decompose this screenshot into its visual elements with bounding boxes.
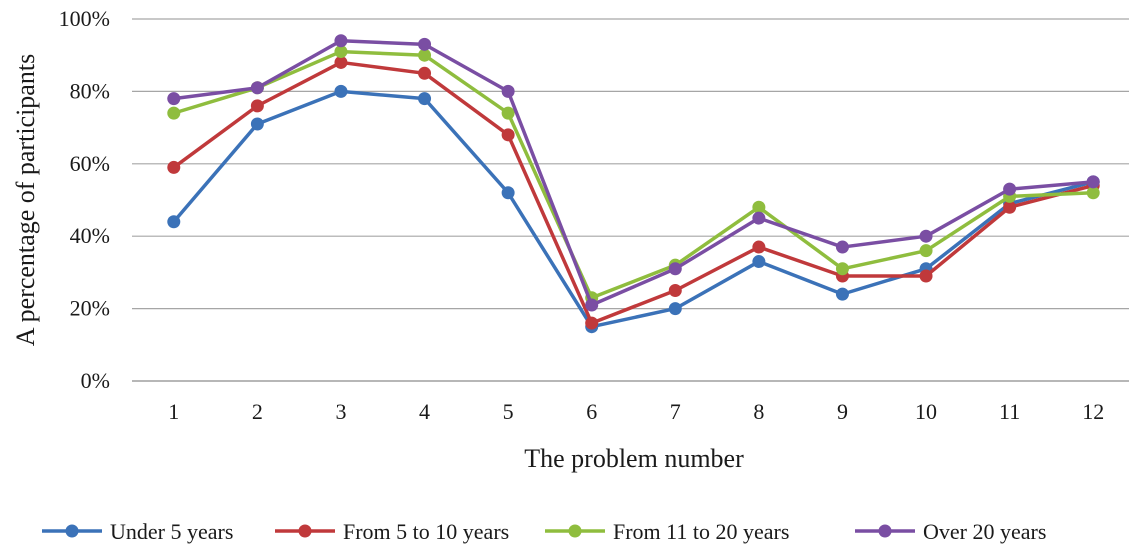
data-point — [418, 37, 432, 51]
data-point — [501, 128, 515, 142]
data-point — [835, 287, 849, 301]
y-tick-label: 0% — [81, 368, 110, 393]
series-3 — [167, 45, 1100, 305]
legend-item: Over 20 years — [855, 519, 1046, 544]
x-tick-label: 2 — [252, 399, 263, 424]
y-axis-title: A percentage of participants — [11, 54, 40, 346]
data-point — [418, 48, 432, 62]
data-point — [167, 92, 181, 106]
data-point — [1086, 175, 1100, 189]
y-tick-label: 100% — [59, 6, 110, 31]
data-point — [668, 262, 682, 276]
data-point — [835, 262, 849, 276]
data-point — [418, 92, 432, 106]
data-point — [668, 302, 682, 316]
data-point — [334, 45, 348, 59]
series-2 — [167, 55, 1100, 330]
data-point — [167, 106, 181, 120]
legend: Under 5 years From 5 to 10 years From 11 t… — [42, 519, 1046, 544]
x-tick-label: 7 — [670, 399, 681, 424]
y-tick-label: 80% — [70, 78, 110, 103]
data-point — [334, 84, 348, 98]
x-axis-ticks: 1 2 3 4 5 6 7 8 9 10 11 12 — [168, 399, 1104, 424]
data-point — [752, 255, 766, 269]
data-point — [835, 240, 849, 254]
x-tick-label: 10 — [915, 399, 937, 424]
x-tick-label: 12 — [1082, 399, 1104, 424]
legend-label: From 5 to 10 years — [343, 519, 509, 544]
y-tick-label: 40% — [70, 223, 110, 248]
legend-label: Under 5 years — [110, 519, 233, 544]
data-point — [919, 229, 933, 243]
series-line — [172, 89, 1094, 329]
x-tick-label: 4 — [419, 399, 430, 424]
legend-item: From 11 to 20 years — [545, 519, 789, 544]
y-tick-label: 20% — [70, 296, 110, 321]
data-point — [585, 316, 599, 330]
data-point — [752, 211, 766, 225]
data-point — [501, 84, 515, 98]
y-axis-ticks: 0% 20% 40% 60% 80% 100% — [59, 6, 110, 393]
legend-label: Over 20 years — [923, 519, 1046, 544]
legend-label: From 11 to 20 years — [613, 519, 789, 544]
data-point — [1003, 200, 1017, 214]
data-point — [418, 66, 432, 80]
x-tick-label: 6 — [586, 399, 597, 424]
series-1 — [167, 84, 1100, 334]
data-point — [752, 240, 766, 254]
data-point — [167, 160, 181, 174]
data-point — [501, 106, 515, 120]
series-4 — [167, 34, 1100, 312]
x-tick-label: 8 — [753, 399, 764, 424]
legend-marker — [298, 524, 312, 538]
series-line — [172, 60, 1094, 325]
series-line — [173, 38, 1094, 307]
x-tick-label: 9 — [837, 399, 848, 424]
x-axis-title: The problem number — [524, 444, 744, 473]
data-point — [167, 215, 181, 229]
x-tick-label: 3 — [335, 399, 346, 424]
data-point — [334, 55, 348, 69]
data-point — [752, 200, 766, 214]
gridlines — [132, 18, 1129, 382]
data-point — [250, 81, 264, 95]
legend-marker — [878, 524, 892, 538]
data-point — [1003, 182, 1017, 196]
data-point — [250, 117, 264, 131]
data-point — [334, 34, 348, 48]
x-tick-label: 1 — [168, 399, 179, 424]
legend-marker — [65, 524, 79, 538]
x-tick-label: 5 — [503, 399, 514, 424]
data-point — [585, 298, 599, 312]
data-point — [919, 244, 933, 258]
legend-item: Under 5 years — [42, 519, 233, 544]
series-line — [173, 49, 1094, 300]
y-tick-label: 60% — [70, 151, 110, 176]
x-tick-label: 11 — [999, 399, 1020, 424]
series-group — [167, 34, 1100, 334]
data-point — [668, 284, 682, 297]
legend-marker — [568, 524, 582, 538]
data-point — [250, 99, 264, 113]
data-point — [1086, 186, 1100, 200]
data-point — [919, 269, 933, 283]
data-point — [501, 186, 515, 200]
legend-item: From 5 to 10 years — [275, 519, 509, 544]
